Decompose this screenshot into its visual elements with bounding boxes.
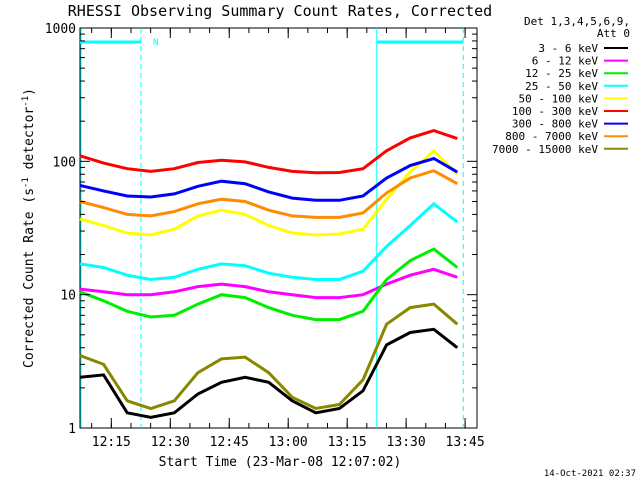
legend-label: 7000 - 15000 keV [492, 143, 598, 156]
plot-frame [79, 27, 478, 429]
x-tick-label: 13:45 [446, 435, 485, 450]
legend-header-2: Att 0 [597, 27, 630, 40]
day-night-boundaries [80, 28, 464, 428]
legend-header-1: Det 1,3,4,5,6,9, [524, 15, 630, 28]
x-tick-label: 13:00 [269, 435, 308, 450]
legend-label: 300 - 800 keV [512, 118, 598, 131]
legend-label: 25 - 50 keV [525, 80, 598, 93]
y-axis-label: Corrected Count Rate (s-1 detector-1) [21, 88, 37, 368]
x-axis-label: Start Time (23-Mar-08 12:07:02) [159, 455, 402, 470]
series-800-7000-kev [79, 169, 459, 219]
x-tick-label: 12:15 [92, 435, 131, 450]
legend-label: 6 - 12 keV [532, 55, 599, 68]
timestamp: 14-Oct-2021 02:37 [544, 469, 636, 479]
chart-title: RHESSI Observing Summary Count Rates, Co… [68, 2, 492, 20]
y-tick-label: 10 [60, 289, 76, 304]
y-tick-label: 1000 [45, 22, 76, 37]
legend-label: 50 - 100 keV [519, 92, 599, 105]
x-tick-label: 13:30 [387, 435, 426, 450]
x-tick-label: 12:30 [151, 435, 190, 450]
series-6-12-kev [79, 267, 458, 300]
x-tick-label: 13:15 [328, 435, 367, 450]
series-100-300-kev [79, 129, 458, 175]
series-25-50-kev [79, 201, 459, 282]
y-axis: 1 10 100 1000 [45, 22, 477, 437]
series-lines [79, 129, 459, 419]
legend-label: 800 - 7000 keV [505, 130, 598, 143]
series-300-800-kev [79, 156, 459, 202]
legend-label: 100 - 300 keV [512, 105, 598, 118]
series-50-100-kev [79, 148, 459, 237]
series-7000-15000-kev [79, 302, 459, 411]
legend-label: 12 - 25 keV [525, 67, 598, 80]
y-tick-label: 1 [68, 422, 76, 437]
y-tick-label: 100 [53, 155, 76, 170]
x-axis: 12:15 12:30 12:45 13:00 13:15 13:30 13:45 [91, 28, 485, 450]
x-tick-label: 12:45 [210, 435, 249, 450]
night-flag-label: N [153, 38, 158, 48]
series-3-6-kev [79, 327, 459, 419]
legend-label: 3 - 6 keV [538, 42, 598, 55]
series-12-25-kev [79, 247, 459, 322]
